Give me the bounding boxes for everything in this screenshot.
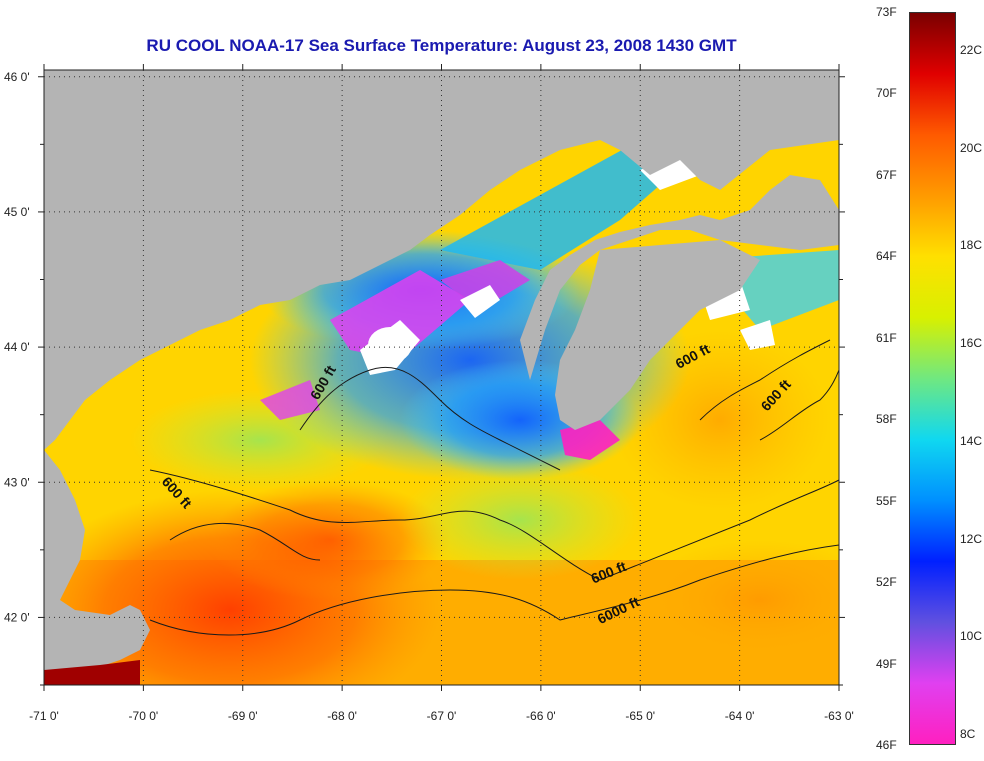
- colorbar-c-label: 14C: [960, 433, 983, 448]
- colorbar-f-label: 58F: [876, 412, 897, 427]
- lon-tick-label: -69 0': [228, 709, 258, 723]
- colorbar-f-label: 49F: [876, 656, 897, 671]
- depth-contours: [149, 339, 839, 636]
- lon-tick-label: -71 0': [29, 709, 59, 723]
- lon-tick-label: -65 0': [625, 709, 655, 723]
- lon-tick-label: -68 0': [327, 709, 357, 723]
- land-nova-scotia: [520, 175, 839, 380]
- temperature-colorbar: [909, 12, 956, 745]
- map-title: RU COOL NOAA-17 Sea Surface Temperature:…: [146, 36, 737, 55]
- lon-tick-label: -70 0': [129, 709, 159, 723]
- colorbar-c-label: 18C: [960, 238, 983, 253]
- colorbar-c-label: 12C: [960, 531, 983, 546]
- lat-tick-label: 43 0': [4, 475, 30, 489]
- colorbar-c-label: 20C: [960, 140, 983, 155]
- land-cape-cod: [44, 450, 150, 685]
- colorbar-f-label: 55F: [876, 493, 897, 508]
- colorbar-c-label: 10C: [960, 629, 983, 644]
- lon-tick-label: -63 0': [824, 709, 854, 723]
- colorbar-f-label: 46F: [876, 738, 897, 752]
- colorbar-f-label: 73F: [876, 5, 897, 19]
- colorbar-f-label: 61F: [876, 330, 897, 345]
- lon-tick-label: -64 0': [725, 709, 755, 723]
- axis-ticks: -71 0' -70 0' -69 0' -68 0' -67 0' -66 0' -65 …: [4, 64, 854, 723]
- colorbar-c-label: 22C: [960, 43, 983, 57]
- colorbar-c-label: 8C: [960, 727, 976, 742]
- lat-tick-label: 42 0': [4, 610, 30, 624]
- colorbar-f-label: 64F: [876, 249, 897, 264]
- lon-tick-label: -67 0': [427, 709, 457, 723]
- lat-tick-label: 46 0': [4, 70, 30, 84]
- lon-tick-label: -66 0': [526, 709, 556, 723]
- lat-tick-label: 44 0': [4, 340, 30, 354]
- colorbar-f-label: 52F: [876, 575, 897, 590]
- lat-tick-label: 45 0': [4, 205, 30, 219]
- colorbar-f-label: 70F: [876, 86, 897, 101]
- colorbar-c-label: 16C: [960, 336, 983, 351]
- colorbar-f-label: 67F: [876, 167, 897, 182]
